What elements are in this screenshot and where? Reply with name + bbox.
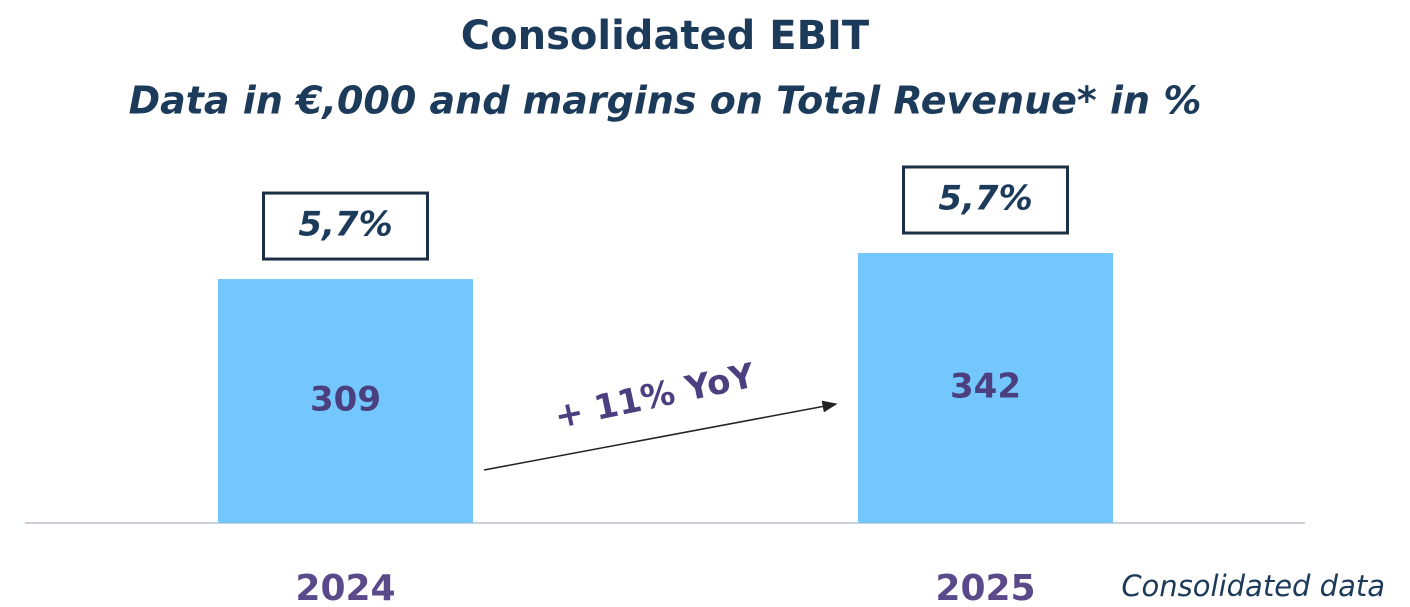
margin-label: 5,7% <box>938 179 1032 219</box>
value-label: 309 <box>310 380 381 420</box>
margin-box <box>262 191 429 261</box>
margin-box <box>902 165 1069 235</box>
margin-label: 5,7% <box>298 205 392 245</box>
x-tick-label: 2025 <box>935 568 1035 607</box>
value-label: 342 <box>950 367 1021 407</box>
bar <box>218 279 473 523</box>
chart-title: Consolidated EBIT <box>461 13 870 59</box>
growth-arrow <box>483 400 838 471</box>
x-tick-label: 2024 <box>295 568 395 607</box>
chart-subtitle: Data in €,000 and margins on Total Reven… <box>129 79 1202 123</box>
footnote: Consolidated data <box>1121 569 1385 603</box>
bar <box>858 253 1113 523</box>
